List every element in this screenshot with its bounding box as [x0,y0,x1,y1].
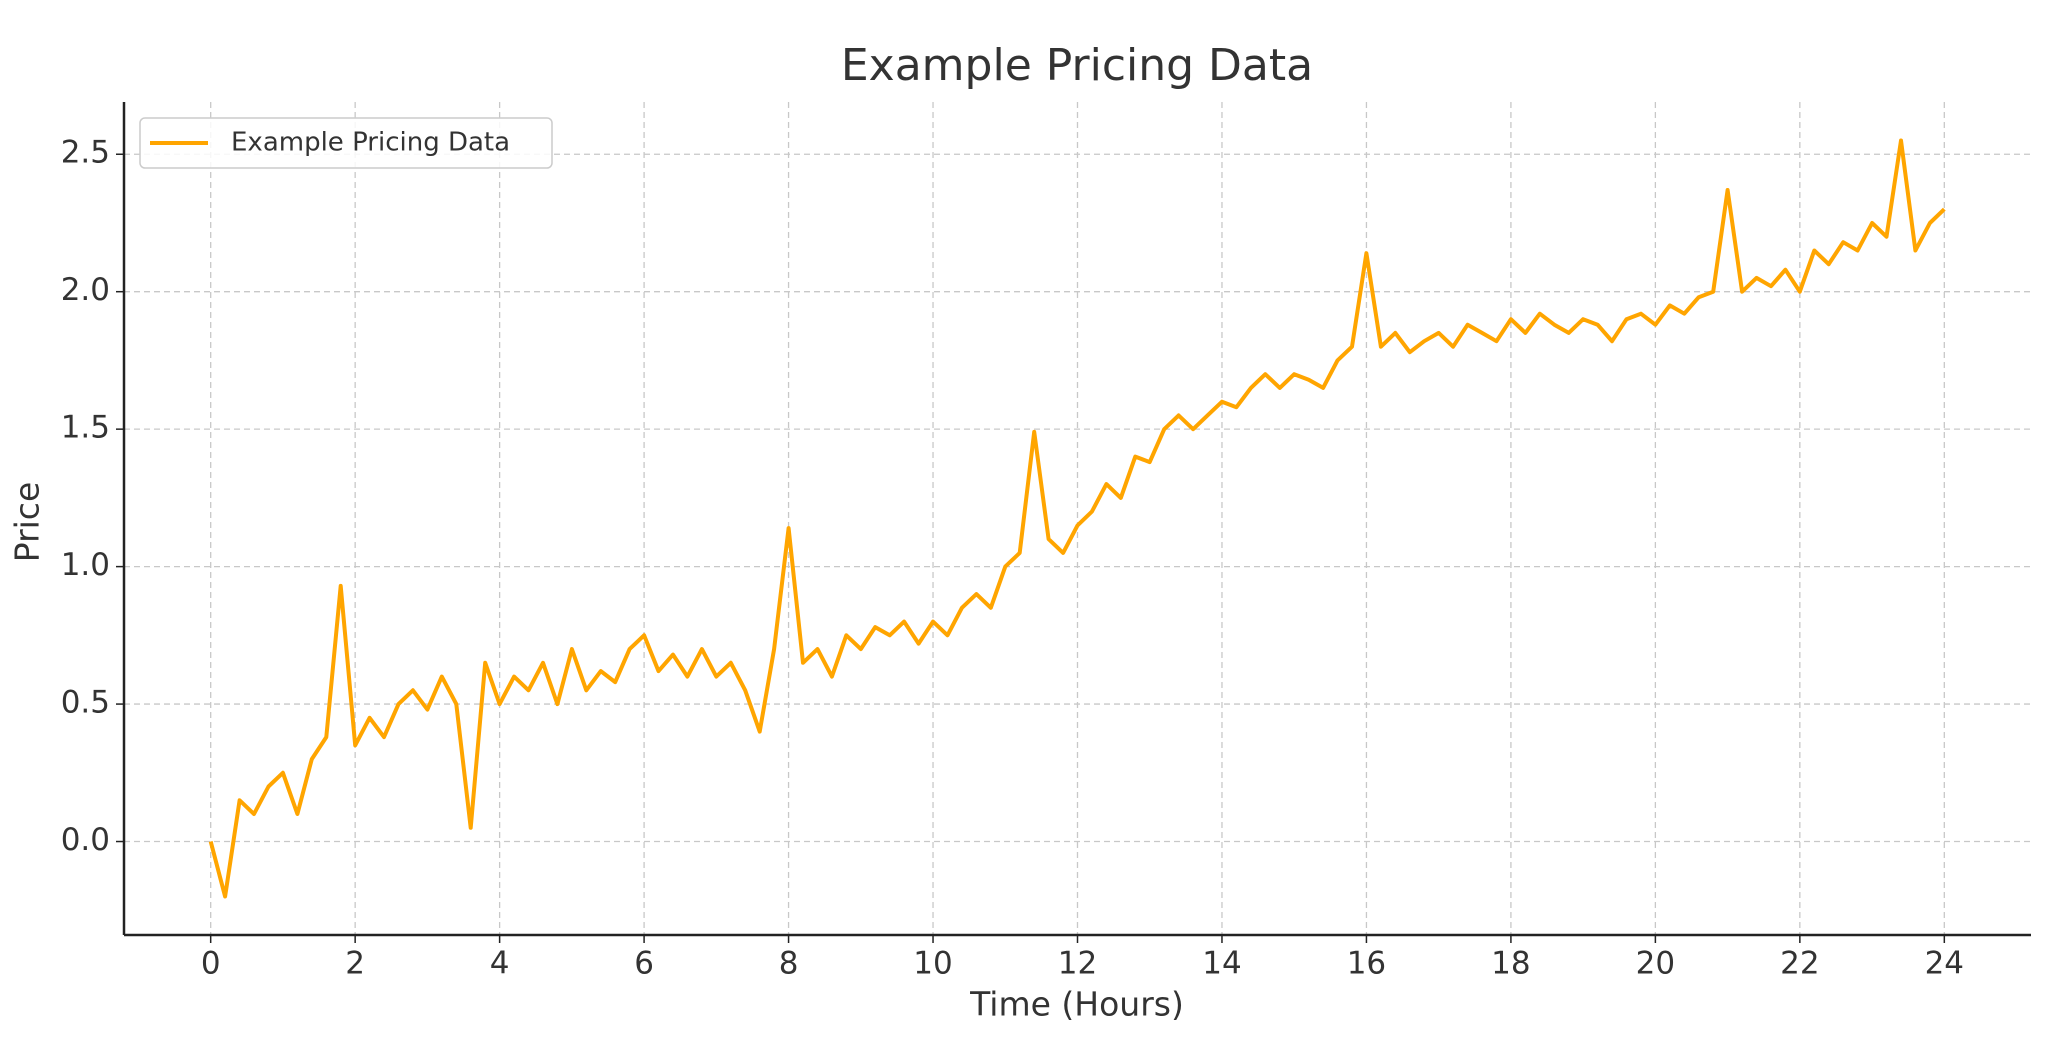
x-tick-label: 14 [1202,946,1241,982]
x-tick-label: 24 [1925,946,1964,982]
x-tick-label: 8 [779,946,799,982]
x-tick-label: 6 [634,946,654,982]
x-tick-label: 0 [201,946,221,982]
y-axis-label: Price [8,482,47,563]
y-tick-label: 1.5 [61,410,110,446]
y-tick-label: 0.0 [61,822,110,858]
chart-title: Example Pricing Data [841,40,1313,91]
legend: Example Pricing Data [139,117,553,169]
y-tick-label: 2.0 [61,272,110,308]
price-line [208,138,1946,899]
x-tick-label: 22 [1780,946,1819,982]
x-tick-label: 20 [1636,946,1675,982]
x-tick-label: 12 [1058,946,1097,982]
x-tick-label: 2 [345,946,365,982]
x-tick-label: 18 [1491,946,1530,982]
legend-label: Example Pricing Data [231,128,510,158]
x-tick-label: 4 [490,946,510,982]
x-tick-label: 16 [1347,946,1386,982]
x-tick-label: 10 [913,946,952,982]
y-tick-label: 0.5 [61,685,110,721]
legend-box [139,117,553,169]
x-axis-label: Time (Hours) [969,985,1184,1024]
y-tick-label: 1.0 [61,547,110,583]
y-tick-label: 2.5 [61,135,110,171]
